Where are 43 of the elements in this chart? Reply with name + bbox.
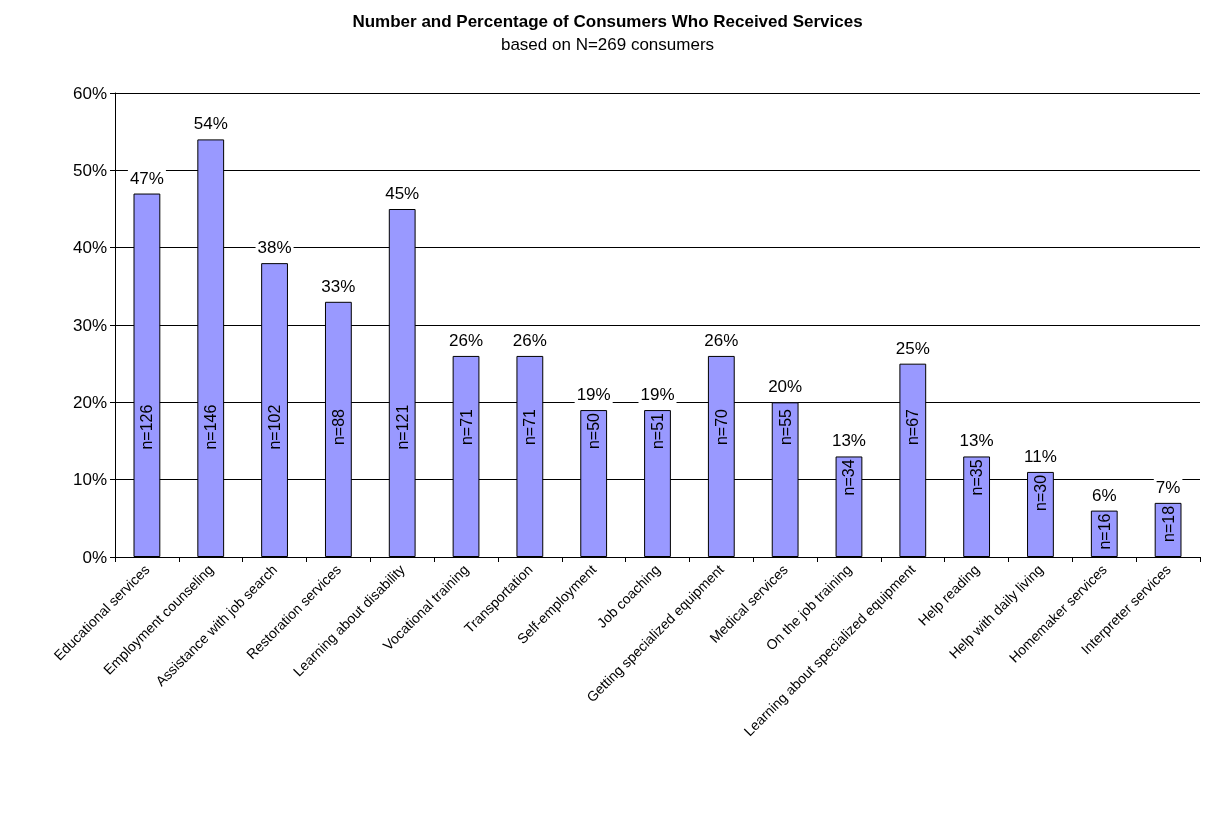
data-label: 26% [512, 330, 547, 350]
annotation: n=55 [776, 408, 794, 446]
annotation: n=126 [138, 404, 156, 450]
data-label: 19% [640, 385, 675, 405]
annotation: n=71 [521, 408, 539, 446]
data-label: 11% [1024, 446, 1057, 466]
data-label: 6% [1091, 485, 1117, 505]
data-label: 19% [576, 385, 611, 405]
annotation: n=102 [266, 404, 284, 450]
data-label: 26% [449, 330, 484, 350]
chart-title: Number and Percentage of Consumers Who Received Services [352, 12, 863, 31]
y-tick-label: 40% [72, 238, 107, 258]
data-label: 13% [831, 431, 866, 451]
y-tick-label: 60% [72, 83, 107, 103]
chart-subtitle: based on N=269 consumers [500, 35, 715, 54]
data-label: 33% [321, 276, 356, 296]
y-tick-label: 30% [72, 315, 107, 335]
annotation: n=146 [202, 404, 220, 450]
annotation: n=35 [968, 459, 986, 496]
data-label: 45% [385, 184, 420, 203]
y-tick-label: 0% [82, 547, 107, 567]
annotation: n=88 [329, 408, 347, 446]
y-tick-label: 20% [72, 392, 107, 412]
annotation: n=121 [393, 404, 411, 450]
annotation: n=34 [840, 459, 858, 496]
data-label: 20% [768, 377, 803, 397]
annotation: n=71 [457, 408, 475, 446]
data-label: 54% [193, 114, 228, 134]
data-label: 47% [129, 168, 164, 188]
y-tick-label: 10% [72, 470, 107, 490]
data-label: 25% [895, 338, 930, 358]
data-label: 7% [1155, 477, 1181, 497]
data-label: 13% [959, 431, 994, 451]
annotation: n=30 [1031, 474, 1049, 511]
annotation: n=51 [649, 412, 666, 450]
data-label: 38% [257, 238, 292, 258]
annotation: n=18 [1159, 505, 1177, 542]
annotation: n=16 [1095, 513, 1113, 550]
annotation: n=67 [904, 408, 922, 446]
annotation: n=70 [712, 408, 730, 446]
data-label: 26% [704, 330, 739, 350]
annotation: n=50 [585, 412, 603, 450]
y-tick-label: 50% [72, 160, 107, 180]
